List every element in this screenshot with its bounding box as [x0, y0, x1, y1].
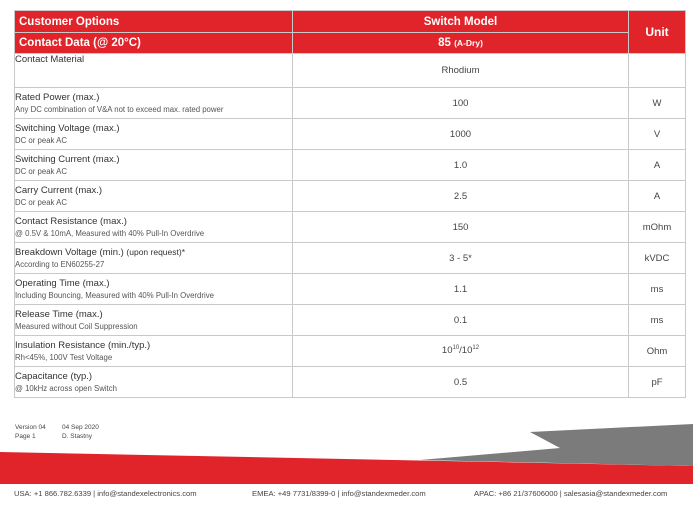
table-row: Rated Power (max.) Any DC combination of … — [14, 87, 686, 119]
table-row: Capacitance (typ.) @ 10kHz across open Sw… — [14, 366, 686, 398]
model-number: 85 — [438, 37, 451, 49]
param-unit: A — [628, 180, 686, 212]
param-desc: DC or peak AC — [15, 166, 68, 176]
param-name: Switching Voltage (max.) — [15, 122, 120, 134]
red-band — [0, 452, 693, 484]
param-value: 1000 — [292, 118, 629, 150]
param-value: 2.5 — [292, 180, 629, 212]
param-name: Insulation Resistance (min./typ.) — [15, 339, 151, 351]
gray-band — [530, 424, 693, 448]
param-desc: @ 10kHz across open Switch — [15, 383, 117, 393]
table-row: Contact Material Rhodium — [14, 53, 686, 88]
param-unit: kVDC — [628, 242, 686, 274]
param-name: Release Time (max.) — [15, 308, 103, 320]
insulation-sep: /10 — [459, 345, 473, 357]
insulation-exp-typ: 12 — [472, 345, 480, 352]
table-row: Carry Current (max.) DC or peak AC 2.5 A — [14, 180, 686, 212]
customer-options-header: Customer Options — [14, 10, 293, 33]
param-desc: According to EN60255-27 — [15, 260, 105, 269]
gray-band-lower — [420, 448, 693, 466]
param-unit: ms — [628, 304, 686, 336]
param-desc: @ 0.5V & 10mA, Measured with 40% Pull-In… — [15, 228, 205, 238]
contact-apac: APAC: +86 21/37606000 | salesasia@stande… — [474, 489, 668, 498]
switch-model-header: Switch Model — [292, 10, 629, 33]
param-value: 3 - 5* — [292, 242, 629, 274]
param-name: Rated Power (max.) — [15, 91, 100, 103]
param-name-extra: (upon request)* — [126, 247, 186, 257]
param-value: 150 — [292, 211, 629, 243]
version-label: Version 04 — [15, 424, 46, 431]
param-desc: Measured without Coil Suppression — [15, 321, 138, 331]
param-value: 0.1 — [292, 304, 629, 336]
model-suffix: (A-Dry) — [454, 38, 483, 48]
param-unit: mOhm — [628, 211, 686, 243]
header-row: Customer Options Switch Model Unit — [14, 10, 686, 54]
table-row: Operating Time (max.) Including Bouncing,… — [14, 273, 686, 305]
param-desc: DC or peak AC — [15, 197, 68, 207]
author: D. Stastny — [62, 433, 92, 440]
table-row: Contact Resistance (max.) @ 0.5V & 10mA, … — [14, 211, 686, 243]
table-row: Switching Voltage (max.) DC or peak AC 10… — [14, 118, 686, 150]
param-unit: pF — [628, 366, 686, 398]
param-name: Carry Current (max.) — [15, 184, 103, 196]
param-desc: Rh<45%, 100V Test Voltage — [15, 352, 113, 362]
page-label: Page 1 — [15, 433, 36, 440]
table-row: Switching Current (max.) DC or peak AC 1.… — [14, 149, 686, 181]
contact-usa: USA: +1 866.782.6339 | info@standexelect… — [14, 489, 197, 498]
insulation-exp-min: 10 — [452, 345, 460, 352]
param-desc: Any DC combination of V&A not to exceed … — [15, 104, 224, 114]
contact-emea: EMEA: +49 7731/8399-0 | info@standexmede… — [252, 489, 426, 498]
param-name: Breakdown Voltage (min.) — [15, 247, 124, 258]
specification-table: Customer Options Switch Model Unit Conta… — [14, 10, 686, 398]
param-name: Switching Current (max.) — [15, 153, 120, 165]
param-unit: W — [628, 87, 686, 119]
param-desc: DC or peak AC — [15, 135, 68, 145]
param-value: 0.5 — [292, 366, 629, 398]
param-name: Contact Resistance (max.) — [15, 215, 127, 227]
table-row: Breakdown Voltage (min.) (upon request)*… — [14, 242, 686, 274]
version-date: 04 Sep 2020 — [62, 424, 99, 431]
param-name: Capacitance (typ.) — [15, 370, 93, 382]
document-meta: Version 04 04 Sep 2020 Page 1 D. Stastny — [15, 423, 99, 441]
insulation-base: 10 — [441, 345, 453, 357]
param-name: Contact Material — [15, 54, 85, 65]
table-row: Release Time (max.) Measured without Coil… — [14, 304, 686, 336]
param-name: Operating Time (max.) — [15, 277, 110, 289]
param-unit: Ohm — [628, 335, 686, 367]
param-desc: Including Bouncing, Measured with 40% Pu… — [15, 290, 214, 300]
